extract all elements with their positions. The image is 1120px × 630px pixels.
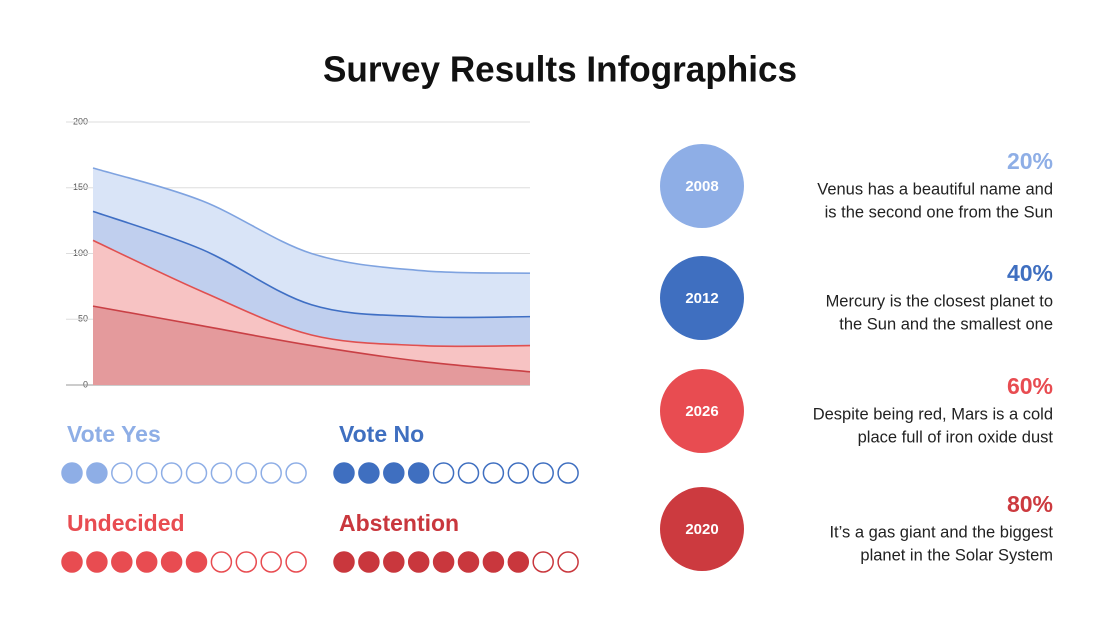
year-badge [660,369,744,453]
y-tick-label: 200 [73,116,88,126]
year: 2008 [685,178,718,195]
year: 2012 [685,290,718,307]
vote-dot [532,462,554,484]
year-badge [660,144,744,228]
vote-dot [260,462,282,484]
vote-dot [482,551,505,573]
year-badge [660,256,744,340]
line [92,239,531,348]
vote-dot [432,462,455,484]
vote-dot [285,462,307,484]
vote-dot [111,551,133,573]
y-tick-label: 0 [83,379,88,389]
vote-dot [457,551,480,573]
description: place full of iron oxide dust [858,428,1054,446]
percent: 80% [1007,491,1053,517]
vote-dot [407,462,430,484]
vote-dot [532,551,554,573]
vote-dot [557,551,579,573]
vote-dot [235,551,258,573]
percent: 40% [1007,260,1053,286]
description: It’s a gas giant and the biggest [829,523,1053,541]
vote-dot [111,462,133,484]
vote-dot [160,462,183,484]
vote-label: Vote Yes [67,421,161,447]
vote-dot [210,462,233,484]
vote-dot [86,462,108,484]
vote-dot [260,551,282,573]
vote-dot [383,551,405,573]
vote-dot [135,462,158,484]
vote-dot [557,462,579,484]
percent: 60% [1007,373,1053,399]
vote-dot [86,551,108,573]
vote-dot [358,551,380,573]
vote-dot [210,551,233,573]
vote-dot [61,551,83,573]
vote-dot [135,551,158,573]
description: Despite being red, Mars is a cold [813,405,1053,423]
y-tick-label: 100 [73,248,88,258]
vote-dot [507,462,530,484]
vote-dot [457,462,480,484]
year: 2020 [685,521,718,538]
line [92,210,531,319]
y-tick-label: 50 [78,314,88,324]
vote-dot [285,551,307,573]
vote-dot [333,551,355,573]
vote-dot [432,551,455,573]
vote-dot [383,462,405,484]
vote-label: Vote No [339,421,424,447]
vote-dot [235,462,258,484]
vote-dot [358,462,380,484]
vote-dot [185,551,208,573]
y-tick-label: 150 [73,182,88,192]
vote-dot [507,551,530,573]
vote-label: Undecided [67,510,185,536]
description: is the second one from the Sun [825,203,1053,221]
title: Survey Results Infographics [323,49,797,90]
line [92,305,531,373]
vote-dot [61,462,83,484]
line [92,167,531,275]
vote-dot [333,462,355,484]
vote-dot [482,462,505,484]
description: Mercury is the closest planet to [826,292,1053,310]
description: the Sun and the smallest one [839,315,1053,333]
percent: 20% [1007,148,1053,174]
year: 2026 [685,403,718,420]
year-badge [660,487,744,571]
vote-dot [407,551,430,573]
vote-label: Abstention [339,510,459,536]
description: planet in the Solar System [860,546,1053,564]
vote-dot [185,462,208,484]
vote-dot [160,551,183,573]
description: Venus has a beautiful name and [817,180,1053,198]
